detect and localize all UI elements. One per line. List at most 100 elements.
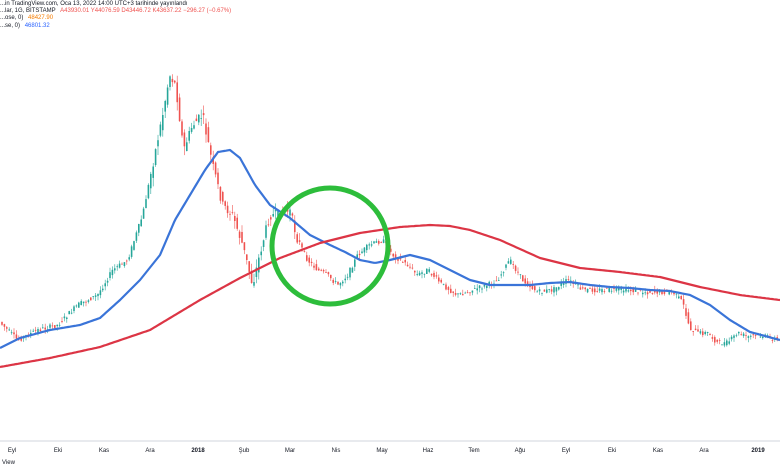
- candle-body: [267, 224, 270, 226]
- x-tick-label: Eki: [608, 448, 616, 454]
- candle-body: [610, 290, 613, 292]
- candle-body: [190, 128, 193, 132]
- candle-body: [579, 287, 582, 290]
- x-tick-label: Kas: [653, 448, 663, 454]
- candle-body: [250, 270, 253, 283]
- candle-body: [164, 101, 166, 112]
- x-tick-label: Nis: [332, 448, 341, 454]
- candle-body: [375, 241, 378, 243]
- candle-body: [423, 273, 426, 275]
- candle-body: [630, 289, 632, 292]
- candle-body: [195, 118, 198, 122]
- candle-body: [231, 212, 234, 213]
- candle-body: [483, 284, 486, 287]
- candle-body: [567, 279, 570, 280]
- x-tick-label: Haz: [423, 448, 434, 454]
- candle-body: [618, 288, 620, 291]
- candle-body: [111, 269, 114, 276]
- candle-body: [462, 294, 464, 296]
- candle-body: [560, 283, 562, 286]
- candle-body: [481, 288, 483, 290]
- candle-body: [678, 296, 680, 299]
- candle-body: [66, 317, 68, 319]
- candle-body: [514, 265, 517, 271]
- candle-body: [260, 251, 262, 256]
- candle-body: [20, 337, 22, 341]
- candle-body: [150, 173, 152, 189]
- candle-body: [169, 76, 171, 87]
- candle-body: [634, 289, 637, 292]
- annotation-layer: [269, 185, 391, 307]
- candle-body: [608, 288, 610, 292]
- candle-body: [322, 270, 325, 272]
- candle-body: [726, 340, 728, 346]
- candle-body: [114, 268, 116, 271]
- candle-body: [13, 332, 15, 335]
- candle-body: [274, 210, 277, 212]
- candle-body: [363, 247, 366, 253]
- x-tick-label: May: [376, 448, 387, 454]
- candle-body: [476, 288, 478, 291]
- candle-body: [471, 290, 474, 293]
- candle-body: [90, 297, 92, 301]
- candle-body: [694, 328, 697, 331]
- candle-body: [303, 251, 306, 252]
- candle-body: [411, 267, 414, 269]
- x-tick-label: Ara: [699, 448, 709, 454]
- candle-body: [615, 287, 618, 291]
- candle-body: [454, 293, 457, 295]
- candle-body: [464, 292, 466, 294]
- candle-body: [186, 142, 188, 151]
- candle-body: [243, 242, 246, 251]
- candle-body: [687, 312, 690, 324]
- ohlc-values: A43930.01 Y44076.59 D43446.72 K43637.22 …: [60, 8, 232, 14]
- candle-body: [351, 267, 354, 273]
- candle-body: [495, 280, 498, 282]
- candle-body: [181, 121, 183, 136]
- candle-body: [548, 289, 550, 290]
- candle-body: [656, 289, 658, 294]
- candle-body: [330, 274, 332, 279]
- candle-body: [428, 269, 430, 272]
- candle-body: [524, 278, 526, 284]
- candle-body: [219, 186, 222, 201]
- candle-body: [73, 306, 75, 311]
- x-axis-labels: Eyl Eki Kas Ara 2018 Şub Mar Nis May Haz Tem Ağu Eyl…: [8, 448, 766, 454]
- candle-body: [166, 87, 169, 105]
- candle-body: [255, 267, 258, 277]
- ma-long-line: [0, 223, 780, 369]
- candle-body: [87, 300, 90, 302]
- candle-body: [622, 290, 625, 293]
- candle-body: [39, 329, 42, 331]
- candle-body: [78, 302, 80, 308]
- x-tick-label: Kas: [99, 448, 109, 454]
- candle-body: [265, 225, 267, 238]
- candle-body: [308, 257, 310, 263]
- x-tick-label: Eyl: [562, 448, 570, 454]
- candle-body: [94, 295, 97, 297]
- candle-body: [620, 288, 622, 290]
- candle-body: [130, 246, 133, 257]
- candle-body: [246, 254, 248, 260]
- candle-body: [452, 291, 454, 293]
- candle-body: [442, 283, 445, 285]
- candle-body: [438, 277, 440, 282]
- candle-body: [188, 131, 190, 141]
- candle-body: [435, 275, 438, 277]
- candle-body: [306, 255, 308, 261]
- candle-body: [332, 279, 334, 283]
- candle-body: [277, 210, 279, 217]
- candle-body: [97, 293, 99, 297]
- candle-body: [649, 290, 651, 293]
- candle-body: [315, 264, 318, 271]
- candle-body: [378, 241, 380, 244]
- candle-body: [346, 276, 349, 278]
- candle-body: [603, 291, 606, 292]
- candle-body: [126, 260, 128, 262]
- candle-body: [183, 132, 186, 147]
- candle-body: [538, 289, 541, 292]
- candle-body: [291, 213, 294, 216]
- candle-body: [517, 271, 519, 273]
- candle-body: [718, 340, 721, 341]
